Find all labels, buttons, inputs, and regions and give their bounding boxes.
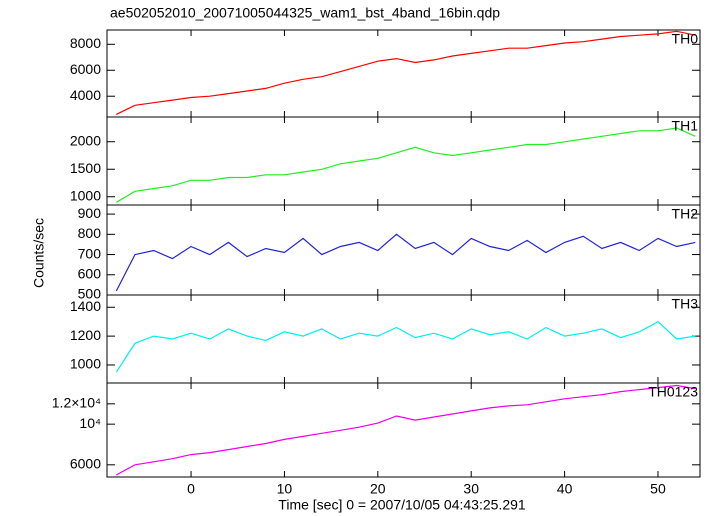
chart-title: ae502052010_20071005044325_wam1_bst_4ban…	[110, 5, 500, 21]
y-tick-label: 1200	[70, 327, 101, 343]
x-tick-label: 30	[463, 481, 479, 497]
light-curve	[116, 384, 696, 476]
x-axis-label: Time [sec] 0 = 2007/10/05 04:43:25.291	[278, 497, 526, 513]
x-tick-label: 40	[557, 481, 573, 497]
panel-frame	[106, 116, 701, 206]
y-tick-label: 900	[78, 205, 102, 221]
panel-frame	[106, 294, 701, 384]
light-curve	[115, 320, 696, 373]
panel-label: TH1	[672, 118, 699, 134]
panel-label: TH0	[672, 31, 699, 47]
y-tick-label: 800	[78, 225, 102, 241]
y-tick-label: 1500	[70, 160, 101, 176]
light-curve	[115, 233, 696, 292]
panel-frame	[106, 382, 701, 478]
y-axis-label: Counts/sec	[31, 218, 47, 288]
panel-label: TH3	[672, 296, 699, 312]
panel-label: TH2	[672, 206, 699, 222]
x-tick-label: 20	[370, 481, 386, 497]
y-tick-label: 1.2×10⁴	[52, 395, 101, 411]
y-tick-label: 6000	[70, 456, 101, 472]
light-curve	[115, 127, 696, 203]
y-tick-label: 700	[78, 245, 102, 261]
x-tick-label: 0	[187, 481, 195, 497]
y-tick-label: 10⁴	[79, 415, 101, 431]
y-tick-label: 1400	[70, 298, 101, 314]
y-tick-label: 500	[78, 286, 102, 302]
y-tick-label: 4000	[70, 87, 101, 103]
y-tick-label: 8000	[70, 35, 101, 51]
panel-frame	[106, 29, 701, 118]
x-tick-label: 10	[277, 481, 293, 497]
x-tick-label: 50	[650, 481, 666, 497]
y-tick-label: 1000	[70, 187, 101, 203]
light-curve	[116, 30, 696, 115]
panel-label: TH0123	[648, 384, 698, 400]
y-tick-label: 2000	[70, 132, 101, 148]
y-tick-label: 1000	[70, 356, 101, 372]
panel-frame	[106, 204, 701, 296]
y-tick-label: 600	[78, 265, 102, 281]
y-tick-label: 6000	[70, 61, 101, 77]
